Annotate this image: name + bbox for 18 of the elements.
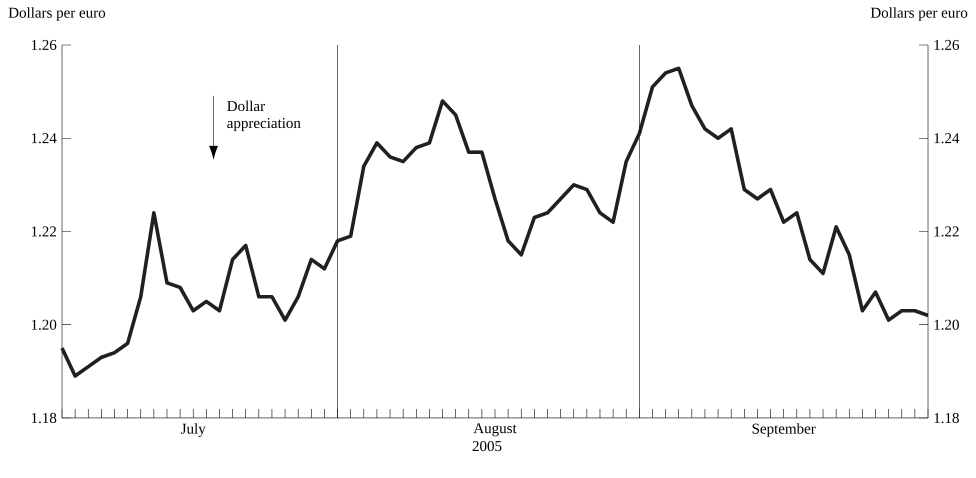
y-tick-label: 1.26 bbox=[32, 40, 56, 50]
y-tick-label: 1.18 bbox=[32, 412, 56, 424]
y-tick-label: 1.20 bbox=[32, 320, 56, 330]
annotation: Dollar appreciation bbox=[227, 100, 301, 132]
y-axis-title: Dollars per euro bbox=[8, 7, 106, 21]
x-tick-label: September bbox=[752, 423, 816, 437]
y2-tick-label: 1.20 bbox=[934, 320, 959, 330]
x-tick-label: August bbox=[473, 423, 517, 436]
y-tick-label: 1.24 bbox=[32, 133, 57, 144]
line-series bbox=[60, 66, 930, 378]
y2-tick-label: 1.22 bbox=[934, 226, 959, 237]
y2-axis-title: Dollars per euro bbox=[870, 7, 968, 21]
y2-tick-label: 1.26 bbox=[934, 40, 960, 50]
x-tick-label: July bbox=[181, 423, 206, 437]
y-tick-label: 1.22 bbox=[32, 226, 56, 237]
x-axis-title: 2005 bbox=[472, 441, 502, 452]
y2-tick-label: 1.24 bbox=[934, 133, 960, 144]
y2-tick-label: 1.18 bbox=[934, 412, 959, 424]
